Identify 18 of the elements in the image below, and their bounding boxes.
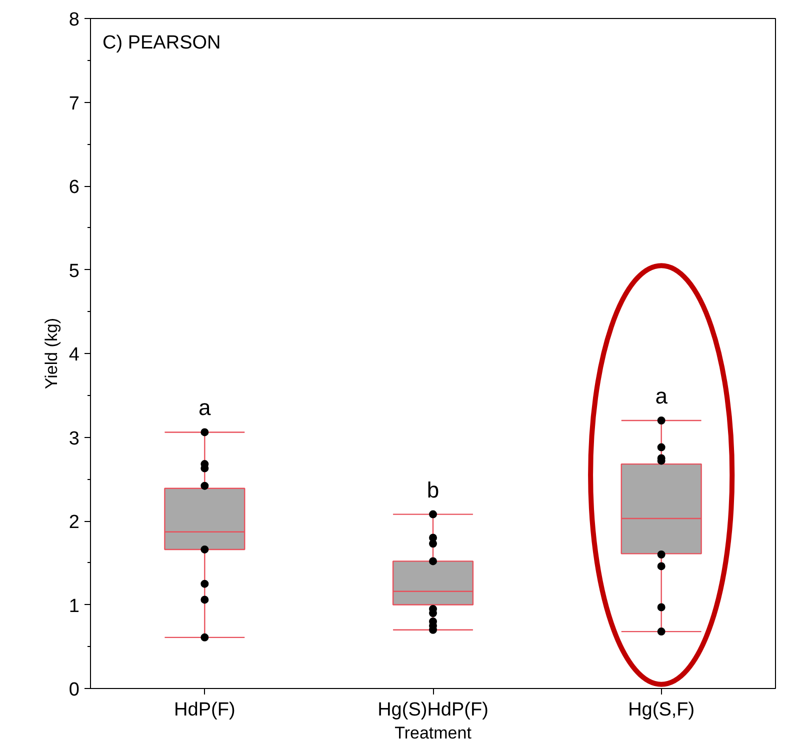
- annotation: a: [198, 395, 212, 420]
- y-tick-label: 4: [68, 344, 80, 366]
- x-tick-label: Hg(S,F): [628, 700, 695, 720]
- y-tick-label: 5: [68, 260, 80, 282]
- y-tick-label: 0: [68, 680, 80, 700]
- x-tick-label: HdP(F): [174, 700, 236, 720]
- text: C) PEARSON: [102, 32, 221, 54]
- annotation: b: [426, 477, 440, 502]
- x-tick-label: Hg(S)HdP(F): [378, 700, 488, 720]
- y-tick-label: 8: [68, 10, 80, 30]
- y-tick-label: 1: [68, 596, 80, 617]
- y-tick-label: 6: [68, 177, 80, 198]
- annotation: a: [655, 384, 668, 408]
- x-axis-title: Treatment: [394, 724, 472, 742]
- y-tick-label: 7: [68, 93, 80, 114]
- y-tick-label: 2: [68, 512, 80, 533]
- y-axis-title: Yield (kg): [42, 318, 61, 390]
- y-tick-label: 3: [68, 428, 80, 450]
